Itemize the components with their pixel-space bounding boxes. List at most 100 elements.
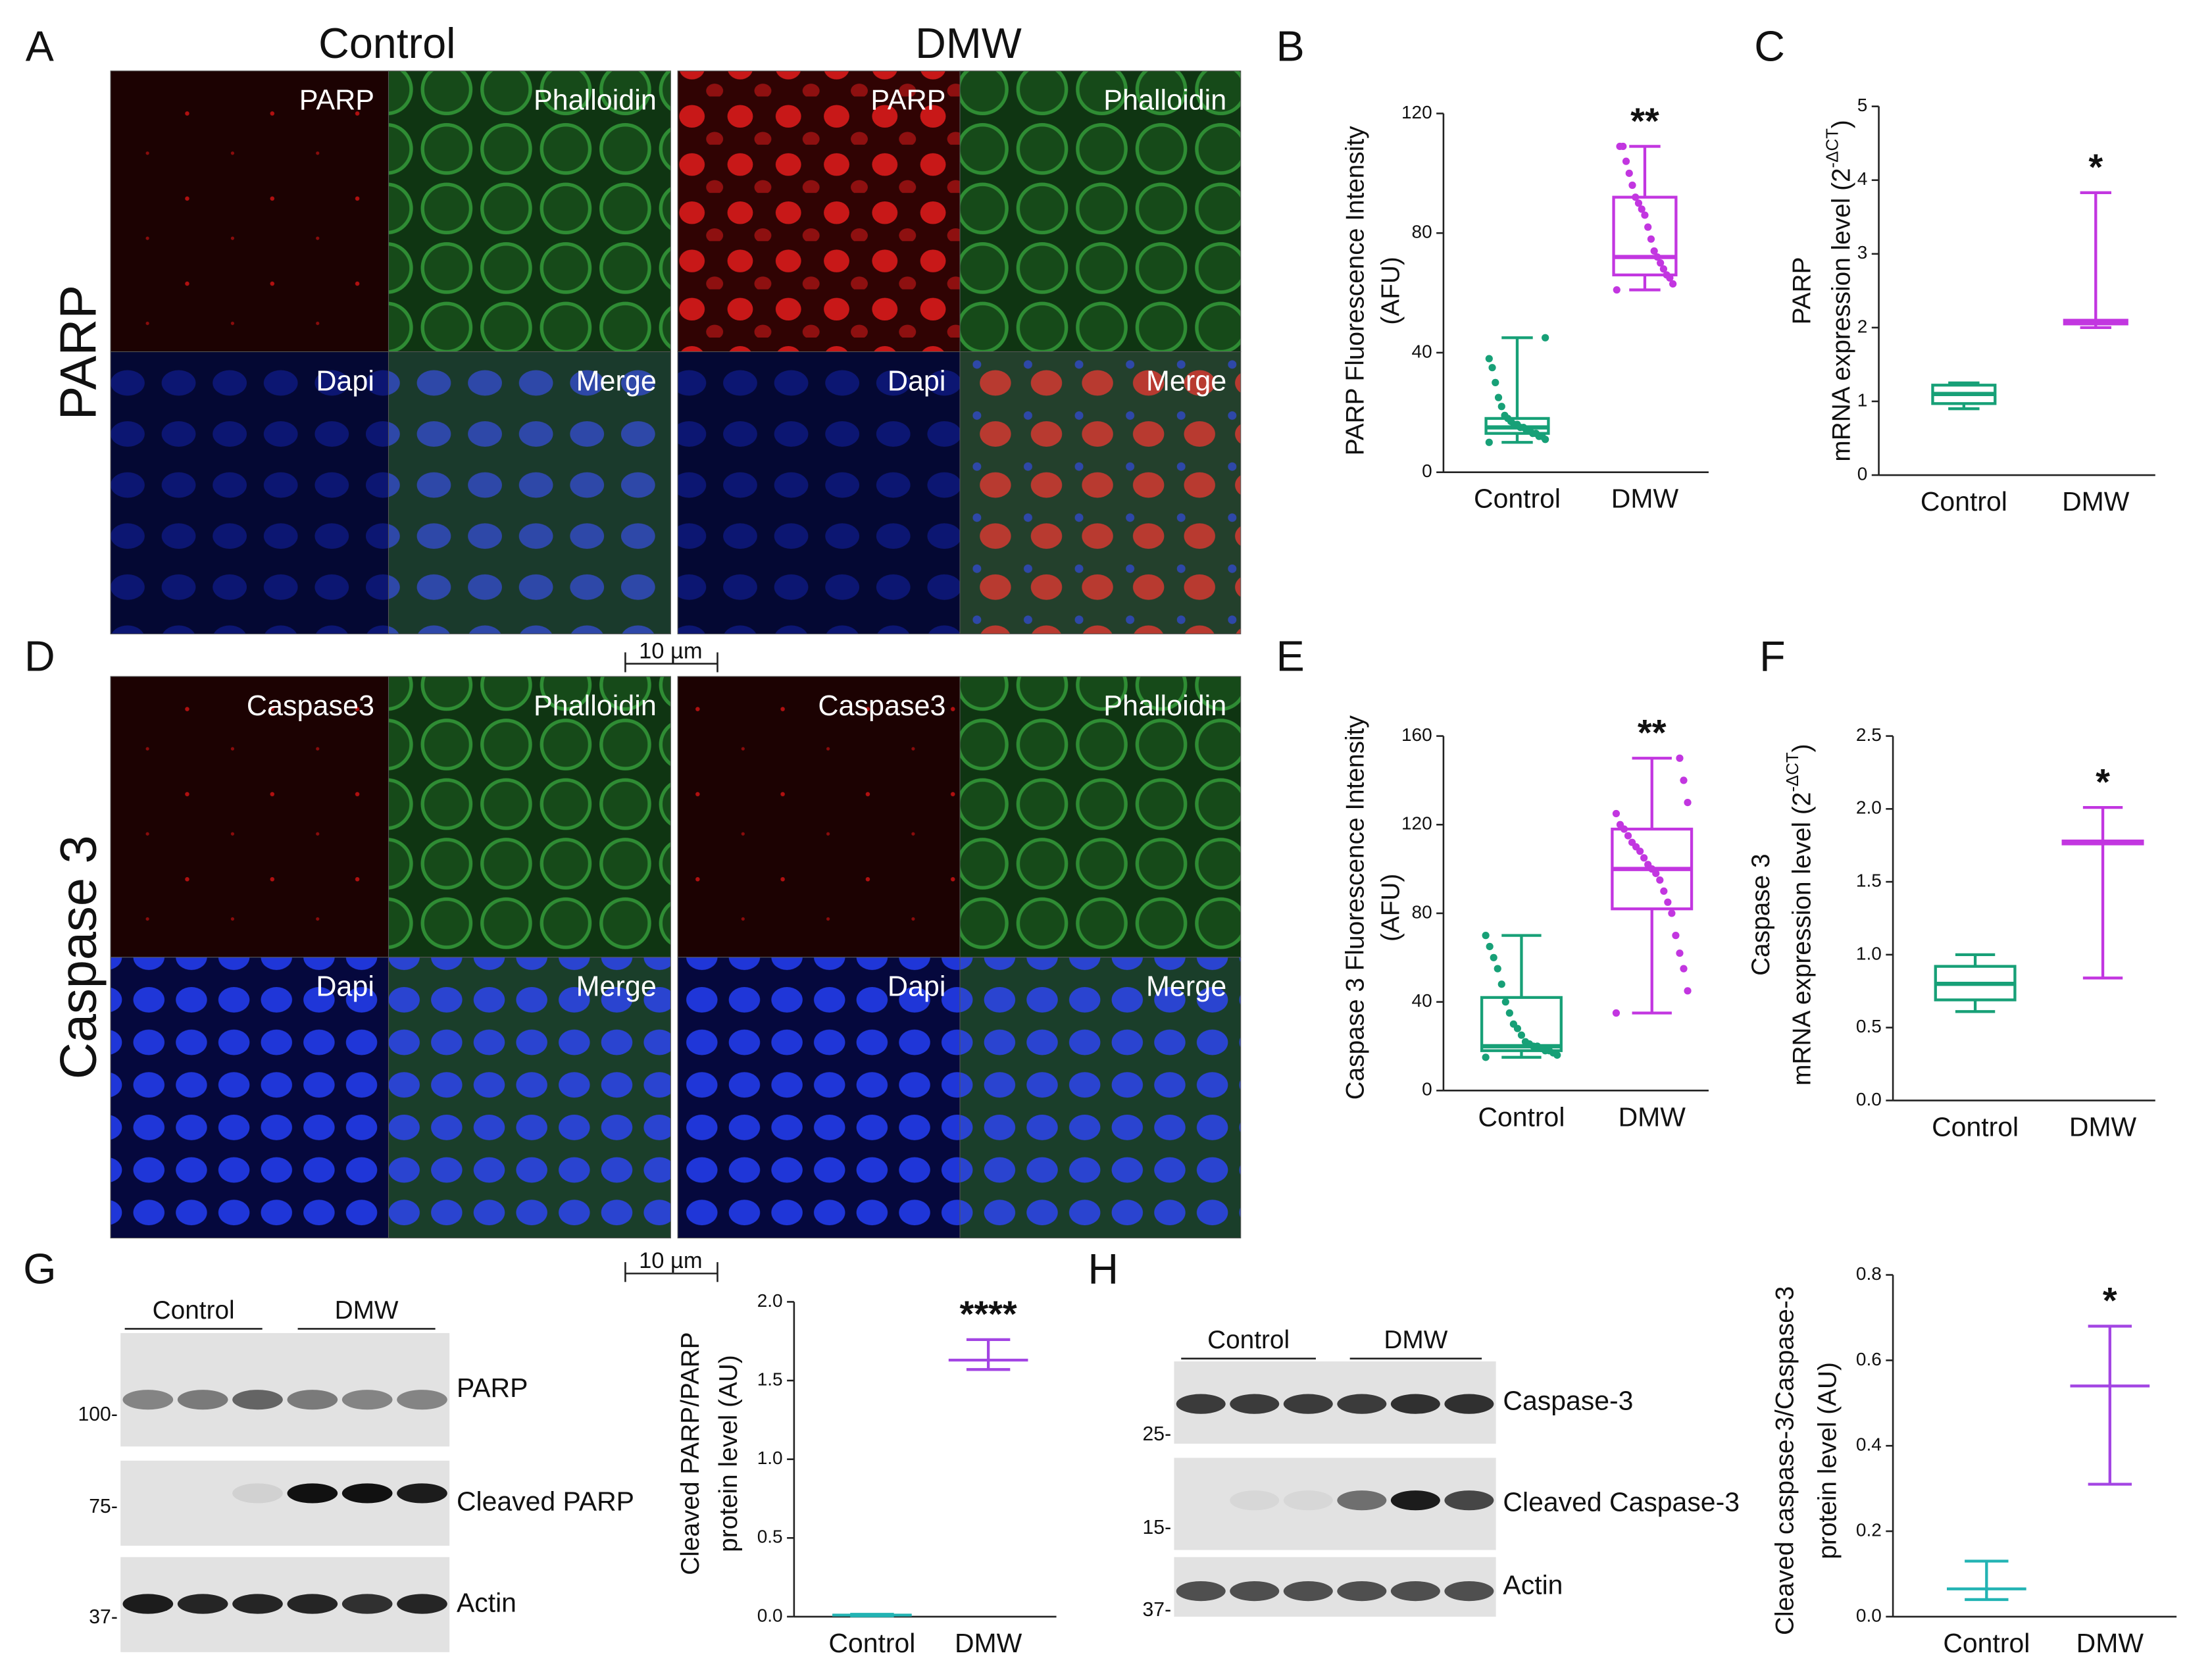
y-tick-label: 0.6: [1856, 1349, 1882, 1369]
blot-band: [1337, 1581, 1387, 1602]
y-tick-label: 0.2: [1856, 1519, 1882, 1540]
micrograph: [959, 676, 1242, 958]
x-tick-label: Control: [1478, 1102, 1565, 1132]
y-tick-label: 40: [1412, 990, 1432, 1011]
blot-marker: 37-: [89, 1606, 118, 1628]
scale-bar-label: 10 µm: [639, 639, 702, 664]
channel-label: Phalloidin: [534, 690, 657, 722]
data-point: [1625, 169, 1633, 177]
y-axis-label: Caspase 3: [1747, 853, 1775, 975]
data-point: [1657, 259, 1665, 267]
y-tick-label: 0.0: [1856, 1089, 1882, 1109]
blot-band: [287, 1594, 338, 1614]
y-axis-label: PARP: [1788, 257, 1817, 324]
row-label: Caspase 3: [50, 835, 107, 1079]
data-point: [1485, 355, 1493, 363]
significance: ****: [960, 1293, 1017, 1334]
y-axis-label: mRNA expression level (2-ΔCT): [1823, 120, 1856, 461]
panel-letter: A: [26, 22, 54, 70]
micrograph: [959, 351, 1242, 634]
data-point: [1650, 247, 1658, 255]
y-tick-label: 1.5: [1856, 871, 1882, 891]
blot-band: [1337, 1490, 1387, 1511]
micrograph: [388, 70, 671, 353]
significance: **: [1630, 100, 1659, 141]
blot-strip: [120, 1460, 450, 1546]
blot-band: [177, 1390, 228, 1410]
data-point: [1622, 157, 1630, 165]
y-tick-label: 2: [1857, 316, 1868, 336]
data-point: [1482, 932, 1490, 940]
channel-label: Phalloidin: [534, 85, 657, 116]
condition-title: DMW: [915, 19, 1022, 67]
data-point: [1492, 378, 1499, 387]
panel-letter: C: [1754, 22, 1785, 70]
x-tick-label: DMW: [955, 1628, 1022, 1658]
micrograph: [110, 957, 390, 1239]
x-tick-label: Control: [828, 1628, 915, 1658]
y-axis-label: PARP Fluorescence Intensity: [1342, 126, 1370, 455]
y-tick-label: 1.0: [1856, 943, 1882, 963]
micrograph: [110, 351, 390, 634]
data-point: [1616, 821, 1624, 828]
blot-band: [341, 1483, 393, 1504]
blot-band: [287, 1483, 338, 1504]
blot-marker: 15-: [1143, 1517, 1172, 1538]
micrograph: [959, 70, 1242, 353]
blot-band: [1176, 1394, 1226, 1414]
blot-band: [341, 1594, 393, 1614]
data-point: [1497, 980, 1505, 988]
data-point: [1680, 965, 1688, 973]
data-point: [1676, 754, 1684, 762]
y-axis-label: (AFU): [1377, 257, 1405, 324]
y-tick-label: 2.0: [757, 1290, 783, 1311]
y-axis-label-part: mRNA expression level (2: [1788, 792, 1817, 1086]
panel-letter: E: [1276, 632, 1305, 680]
y-tick-label: 0.4: [1856, 1434, 1882, 1455]
blot-band: [1176, 1581, 1226, 1602]
blot-marker: 37-: [1143, 1599, 1172, 1621]
blot-band: [122, 1390, 174, 1410]
data-point: [1612, 1009, 1621, 1017]
y-axis-label-part: ): [1788, 744, 1817, 752]
data-point: [1668, 909, 1676, 917]
x-tick-label: DMW: [2076, 1628, 2144, 1658]
blot-band: [232, 1390, 283, 1410]
y-axis-label: Caspase 3 Fluorescence Intensity: [1342, 715, 1370, 1100]
y-axis-label: mRNA expression level (2-ΔCT): [1784, 744, 1817, 1085]
blot-band: [1283, 1490, 1333, 1511]
y-axis-label: protein level (AU): [715, 1355, 743, 1552]
y-axis-label-part: -ΔCT: [1784, 752, 1802, 792]
blot-band-label: Actin: [457, 1587, 516, 1617]
data-point: [1488, 364, 1496, 372]
blot-band: [1230, 1581, 1280, 1602]
blot-band-label: Actin: [1503, 1569, 1563, 1600]
blot-band: [122, 1594, 174, 1614]
data-point: [1542, 334, 1549, 342]
micrograph: [677, 351, 961, 634]
y-axis-label: Cleaved PARP/PARP: [676, 1332, 705, 1575]
micrograph: [110, 676, 390, 958]
micrograph: [677, 957, 961, 1239]
data-point: [1494, 965, 1501, 973]
blot-band: [1390, 1394, 1440, 1414]
data-point: [1644, 861, 1652, 869]
condition-title: Control: [318, 19, 455, 67]
y-tick-label: 5: [1857, 95, 1868, 115]
box: [1612, 195, 1678, 276]
x-tick-label: Control: [1474, 484, 1561, 514]
y-axis-label: (AFU): [1377, 874, 1405, 942]
blot-band: [397, 1390, 447, 1410]
channel-label: Phalloidin: [1103, 85, 1226, 116]
y-tick-label: 4: [1857, 168, 1868, 189]
blot-strip: [120, 1557, 450, 1652]
x-tick-label: DMW: [2062, 486, 2130, 517]
micrograph: [388, 676, 671, 958]
y-tick-label: 0.5: [757, 1527, 783, 1547]
data-point: [1494, 393, 1503, 401]
blot-band: [232, 1594, 283, 1614]
x-tick-label: Control: [1943, 1628, 2030, 1658]
data-point: [1644, 223, 1652, 231]
blot-band: [397, 1594, 447, 1614]
